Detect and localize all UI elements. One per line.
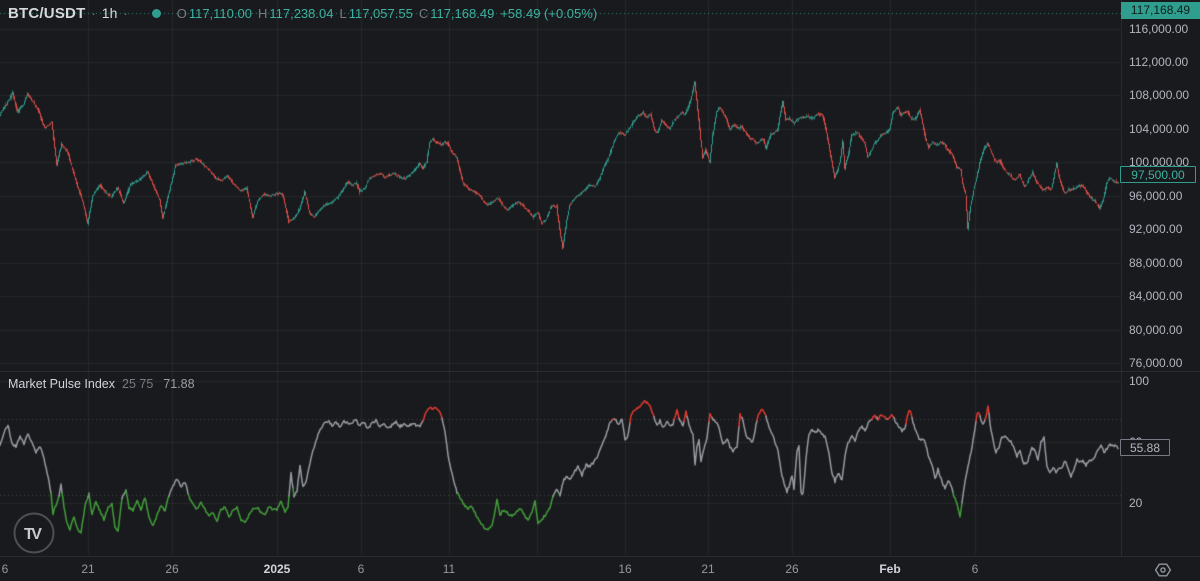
time-label: Feb <box>879 562 901 576</box>
open-key: O <box>176 5 187 21</box>
ohlc-header: BTC/USDT · 1h · O 117,110.00 H 117,238.04 … <box>8 3 597 23</box>
time-label: 11 <box>442 562 456 576</box>
close-value: 117,168.49 <box>430 5 495 21</box>
indicator-tick: 100 <box>1129 374 1150 388</box>
price-tick: 116,000.00 <box>1129 21 1189 36</box>
low-key: L <box>339 5 347 21</box>
separator: · <box>91 5 96 21</box>
indicator-params: 25 75 <box>122 377 154 391</box>
time-label: 26 <box>785 562 799 576</box>
price-tick: 112,000.00 <box>1129 54 1189 69</box>
open-value: 117,110.00 <box>188 5 252 21</box>
indicator-name[interactable]: Market Pulse Index <box>8 377 115 391</box>
indicator-tick: 20 <box>1129 496 1143 510</box>
price-tick: 108,000.00 <box>1129 88 1190 103</box>
indicator-value-label: 55.88 <box>1120 439 1170 456</box>
time-label: 21 <box>81 562 95 576</box>
price-axis[interactable]: 116,000.00 112,000.00 108,000.00 104,000.00… <box>1121 0 1200 556</box>
price-tick: 84,000.00 <box>1129 289 1183 304</box>
tradingview-logo-icon[interactable]: TV <box>12 511 56 555</box>
time-label: 16 <box>618 562 632 576</box>
price-change: +58.49 (+0.05%) <box>500 5 598 21</box>
indicator-header: Market Pulse Index 25 75 71.88 <box>8 377 195 391</box>
high-key: H <box>257 5 268 21</box>
data-status-dot-icon <box>151 8 161 18</box>
time-axis[interactable]: 6 21 26 2025 6 11 16 21 26 Feb 6 <box>0 556 1200 581</box>
price-tick: 80,000.00 <box>1129 322 1183 337</box>
high-value: 117,238.04 <box>269 5 334 21</box>
pane-separator[interactable] <box>0 371 1200 372</box>
time-label: 6 <box>357 562 365 576</box>
close-key: C <box>418 5 429 21</box>
symbol-title[interactable]: BTC/USDT <box>8 4 86 22</box>
price-tick: 100,000.00 <box>1129 155 1190 170</box>
time-label: 21 <box>701 562 715 576</box>
indicator-value: 71.88 <box>163 377 195 391</box>
time-label: 26 <box>165 562 179 576</box>
price-tick: 88,000.00 <box>1129 255 1183 270</box>
price-tick: 92,000.00 <box>1129 222 1183 237</box>
time-label: 6 <box>971 562 979 576</box>
price-tick: 96,000.00 <box>1129 188 1183 203</box>
interval-button[interactable]: 1h <box>101 5 118 21</box>
price-line-label: 97,500.00 <box>1120 166 1196 183</box>
last-price-label: 117,168.49 <box>1121 2 1200 19</box>
logo-text: TV <box>24 526 42 543</box>
price-tick: 104,000.00 <box>1129 121 1190 136</box>
axis-settings-gear-icon[interactable] <box>1153 560 1173 580</box>
time-label: 6 <box>1 562 9 576</box>
separator: · <box>123 5 128 21</box>
low-value: 117,057.55 <box>348 5 413 21</box>
time-label: 2025 <box>263 562 291 576</box>
price-tick: 76,000.00 <box>1129 356 1183 370</box>
